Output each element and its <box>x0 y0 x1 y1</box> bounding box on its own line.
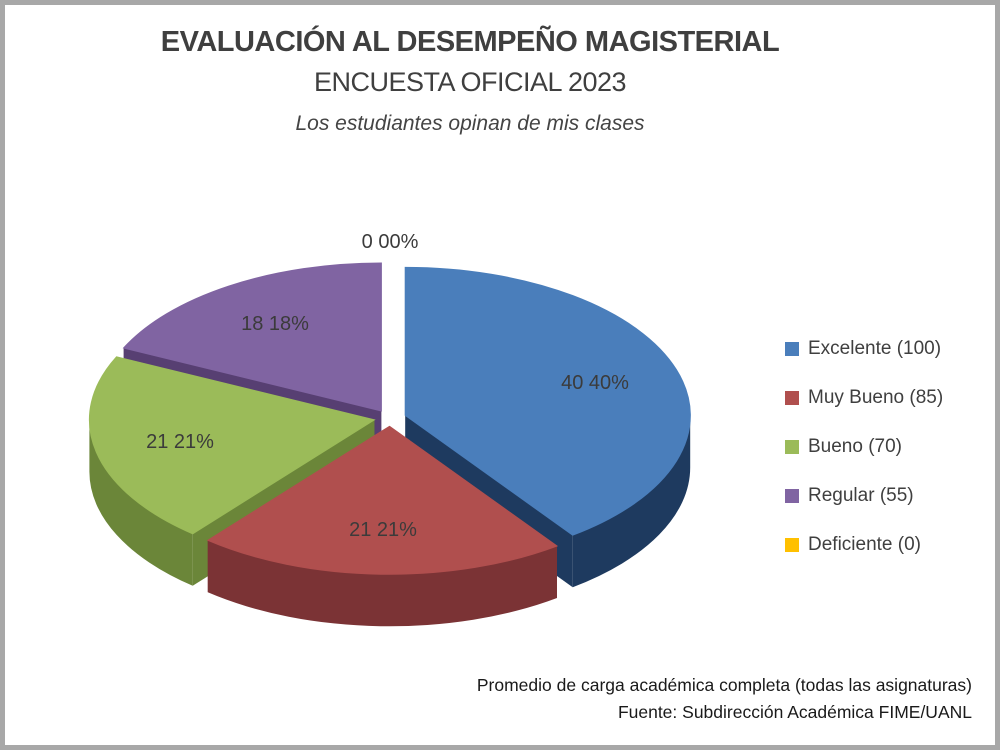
legend-item: Muy Bueno (85) <box>785 387 943 409</box>
pie-slice[interactable] <box>404 266 691 536</box>
legend-swatch <box>785 489 799 503</box>
data-label: 0 00% <box>362 231 419 253</box>
pie-slice[interactable] <box>122 262 382 412</box>
pie-slice[interactable] <box>206 425 559 575</box>
legend-item: Bueno (70) <box>785 436 943 458</box>
legend-item: Excelente (100) <box>785 338 943 360</box>
data-label: 21 21% <box>349 519 417 541</box>
data-label: 18 18% <box>241 313 309 335</box>
legend-label: Deficiente (0) <box>808 534 921 555</box>
pie-slice-side <box>89 419 193 586</box>
chart-legend: Excelente (100) Muy Bueno (85) Bueno (70) R… <box>785 338 943 583</box>
chart-caption: Los estudiantes opinan de mis clases <box>295 112 645 135</box>
chart-title: EVALUACIÓN AL DESEMPEÑO MAGISTERIAL <box>160 26 780 58</box>
legend-swatch <box>785 342 799 356</box>
chart-header: EVALUACIÓN AL DESEMPEÑO MAGISTERIAL ENCU… <box>0 26 940 136</box>
legend-item: Regular (55) <box>785 485 943 507</box>
legend-swatch <box>785 538 799 552</box>
legend-label: Bueno (70) <box>808 436 903 457</box>
chart-subtitle: ENCUESTA OFICIAL 2023 <box>313 67 627 97</box>
legend-swatch <box>785 440 799 454</box>
footer-note: Promedio de carga académica completa (to… <box>476 675 972 695</box>
pie-slice-side <box>207 540 558 627</box>
pie-slice[interactable] <box>88 356 376 535</box>
data-label: 40 40% <box>561 372 629 394</box>
pie-slice-side <box>572 415 691 588</box>
chart-footer: Promedio de carga académica completa (to… <box>477 672 972 726</box>
legend-label: Muy Bueno (85) <box>808 387 944 408</box>
data-label: 21 21% <box>146 431 214 453</box>
legend-label: Regular (55) <box>808 485 914 506</box>
footer-source: Fuente: Subdirección Académica FIME/UANL <box>617 702 972 722</box>
legend-swatch <box>785 391 799 405</box>
legend-item: Deficiente (0) <box>785 534 943 556</box>
legend-label: Excelente (100) <box>808 338 942 359</box>
